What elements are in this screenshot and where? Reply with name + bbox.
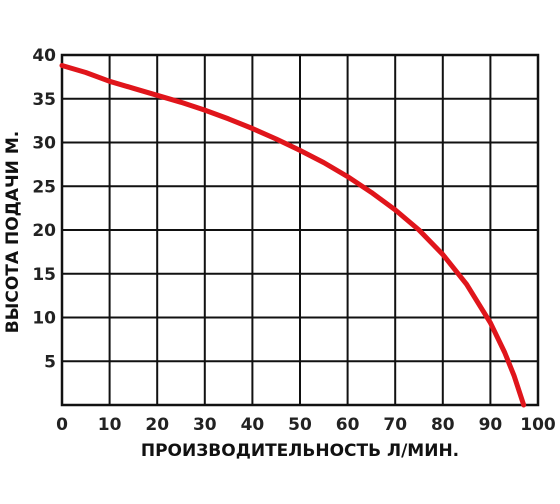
grid — [60, 53, 540, 407]
y-tick-label: 25 — [32, 177, 56, 197]
plot-frame — [60, 53, 540, 407]
y-axis-title: ВЫСОТА ПОДАЧИ М. — [3, 131, 23, 333]
x-tick-label: 60 — [336, 415, 360, 435]
x-tick-label: 0 — [56, 415, 68, 435]
x-tick-label: 100 — [520, 415, 556, 435]
x-tick-label: 50 — [288, 415, 312, 435]
series-line — [59, 63, 527, 408]
x-tick-label: 30 — [193, 415, 217, 435]
x-axis-ticks: 0 10 20 30 40 50 60 70 80 90 100 — [56, 415, 556, 435]
x-tick-label: 40 — [241, 415, 265, 435]
x-tick-label: 80 — [431, 415, 455, 435]
x-axis-title: ПРОИЗВОДИТЕЛЬНОСТЬ Л/МИН. — [141, 441, 459, 461]
x-tick-label: 90 — [479, 415, 503, 435]
series — [59, 63, 527, 408]
y-tick-label: 35 — [32, 90, 56, 110]
x-tick-label: 20 — [145, 415, 169, 435]
y-tick-label: 40 — [32, 46, 56, 66]
y-tick-label: 5 — [44, 352, 56, 372]
y-axis-ticks: 5 10 15 20 25 30 35 40 — [32, 46, 56, 372]
x-tick-label: 70 — [383, 415, 407, 435]
y-tick-label: 20 — [32, 221, 56, 241]
y-tick-label: 10 — [32, 309, 56, 329]
y-tick-label: 30 — [32, 134, 56, 154]
y-tick-label: 15 — [32, 265, 56, 285]
x-tick-label: 10 — [98, 415, 122, 435]
